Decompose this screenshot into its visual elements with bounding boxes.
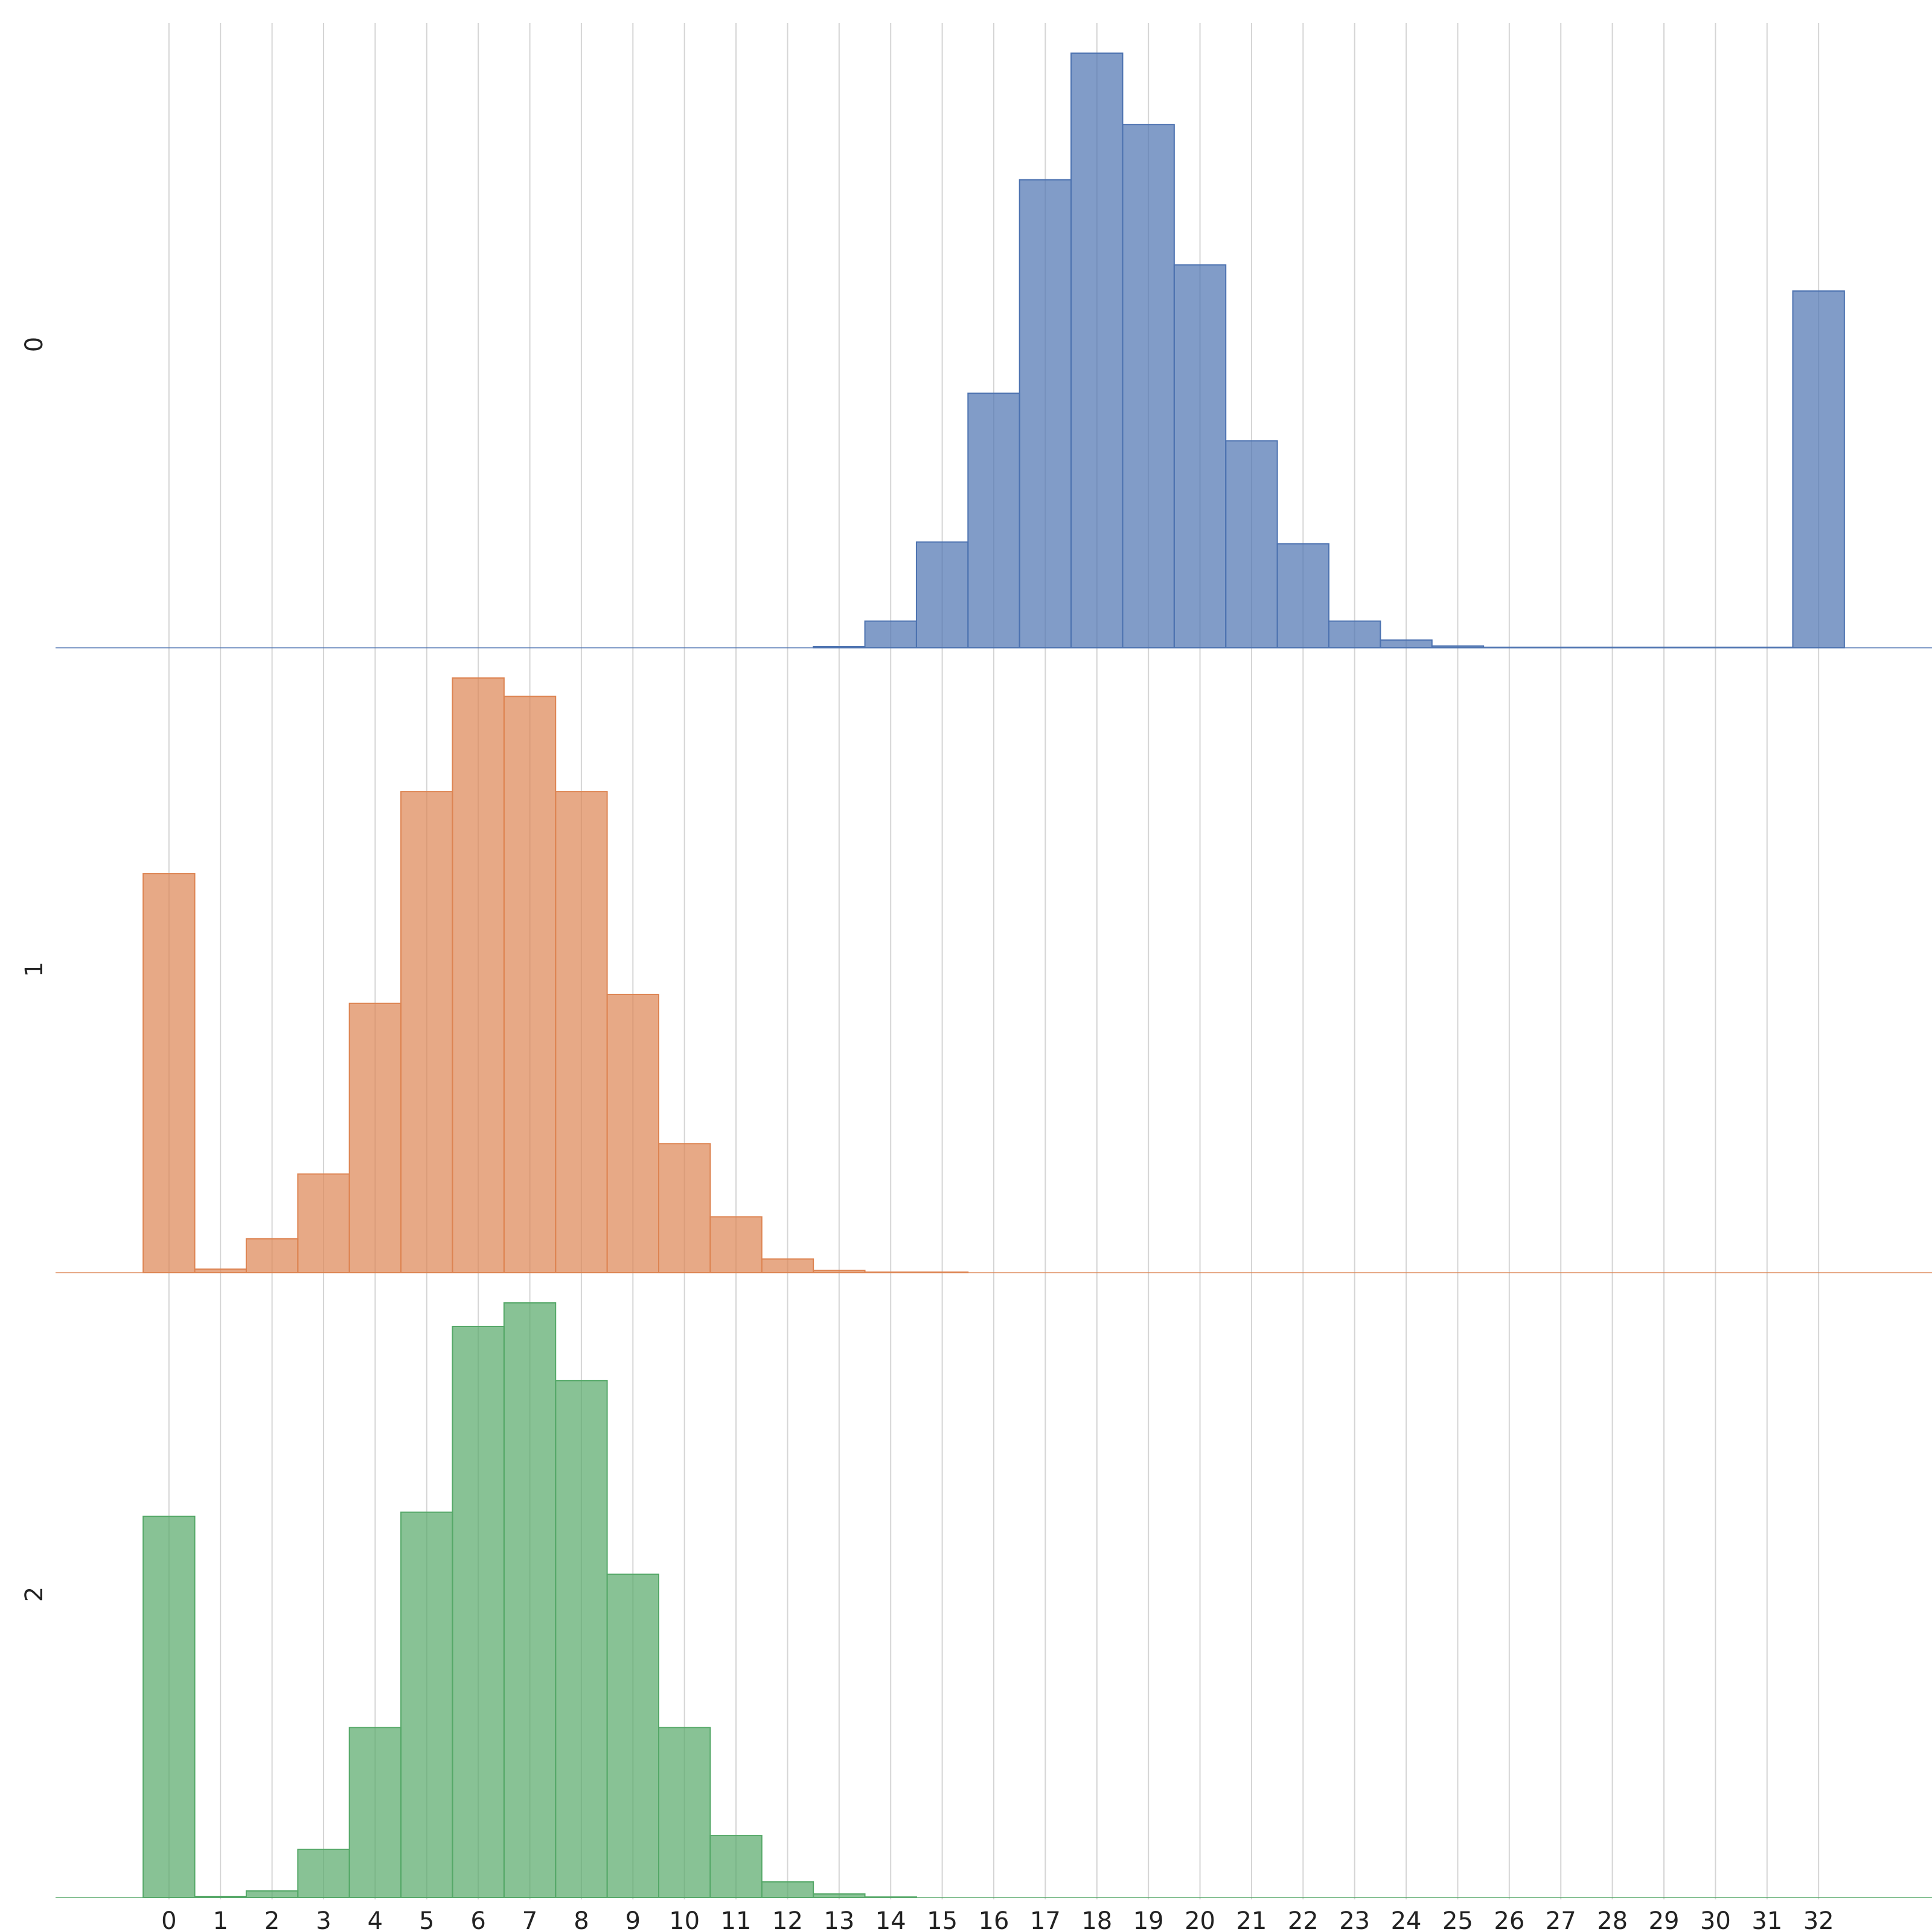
bar-series-0-bin-23 — [1328, 620, 1381, 648]
histogram-row-1: 1 — [21, 677, 1932, 1274]
x-tick-label-11: 11 — [721, 1907, 752, 1932]
bar-series-2-bin-8 — [555, 1380, 608, 1899]
bar-series-0-bin-17 — [1019, 179, 1072, 648]
bar-series-1-bin-8 — [555, 791, 608, 1273]
x-tick-labels: 0 1 2 3 4 5 6 7 8 9 10 11 12 13 14 15 16 17 18 19 20 21 22 23 24… — [161, 1907, 1834, 1932]
bar-series-1-bin-2 — [245, 1238, 299, 1274]
bar-series-1-bin-1 — [194, 1268, 247, 1274]
bar-series-1-bin-11 — [709, 1216, 763, 1274]
bar-series-0-bin-29 — [1637, 647, 1690, 649]
bar-series-0-bin-13 — [813, 646, 866, 649]
bar-series-0-bin-14 — [864, 620, 917, 648]
bar-series-0-bin-31 — [1741, 647, 1794, 649]
x-tick-label-28: 28 — [1597, 1907, 1628, 1932]
bar-series-0-bin-32 — [1792, 290, 1845, 648]
x-tick-label-18: 18 — [1081, 1907, 1112, 1932]
bar-series-0-bin-20 — [1173, 264, 1227, 649]
bar-series-2-bin-9 — [606, 1573, 659, 1899]
bar-series-2-bin-2 — [245, 1890, 299, 1899]
bar-series-0-bin-27 — [1534, 647, 1587, 649]
bar-series-0-bin-26 — [1483, 647, 1536, 649]
x-tick-label-12: 12 — [772, 1907, 803, 1932]
bar-series-0-bin-25 — [1431, 645, 1485, 649]
bar-series-0-bin-16 — [967, 392, 1020, 648]
x-tick-label-26: 26 — [1494, 1907, 1524, 1932]
x-tick-label-3: 3 — [316, 1907, 331, 1932]
bar-series-2-bin-6 — [452, 1325, 505, 1898]
x-tick-label-23: 23 — [1339, 1907, 1370, 1932]
bar-series-0-bin-18 — [1070, 53, 1124, 648]
bar-series-1-bin-3 — [297, 1173, 350, 1273]
row-label-1: 1 — [21, 962, 48, 977]
x-tick-label-10: 10 — [669, 1907, 700, 1932]
x-tick-label-24: 24 — [1391, 1907, 1422, 1932]
x-tick-label-29: 29 — [1649, 1907, 1680, 1932]
x-tick-label-16: 16 — [979, 1907, 1009, 1932]
x-tick-label-4: 4 — [368, 1907, 383, 1932]
x-tick-label-2: 2 — [264, 1907, 280, 1932]
bar-series-1-bin-6 — [452, 677, 505, 1273]
x-tick-label-32: 32 — [1803, 1907, 1834, 1932]
bar-series-1-bin-9 — [606, 994, 659, 1274]
bar-series-2-bin-1 — [194, 1896, 247, 1898]
x-tick-label-13: 13 — [824, 1907, 854, 1932]
bar-series-1-bin-0 — [142, 873, 196, 1273]
bar-series-2-bin-5 — [400, 1511, 453, 1898]
x-tick-label-31: 31 — [1751, 1907, 1782, 1932]
histogram-row-2: 2 — [21, 1302, 1932, 1899]
bar-series-0-bin-28 — [1585, 647, 1639, 649]
bar-series-2-bin-3 — [297, 1849, 350, 1899]
x-tick-label-5: 5 — [419, 1907, 434, 1932]
bar-series-1-bin-13 — [813, 1270, 866, 1274]
bar-series-1-bin-7 — [503, 696, 557, 1273]
histogram-row-0: 0 — [21, 53, 1932, 649]
x-tick-label-21: 21 — [1236, 1907, 1267, 1932]
x-tick-label-27: 27 — [1546, 1907, 1576, 1932]
bar-series-1-bin-15 — [915, 1271, 969, 1273]
bar-series-1-bin-14 — [864, 1271, 917, 1273]
x-tick-label-7: 7 — [522, 1907, 537, 1932]
x-tick-label-1: 1 — [213, 1907, 228, 1932]
x-tick-label-19: 19 — [1133, 1907, 1164, 1932]
x-tick-label-14: 14 — [875, 1907, 906, 1932]
bar-series-0-bin-15 — [915, 541, 969, 648]
bar-series-2-bin-11 — [709, 1835, 763, 1899]
row-label-2: 2 — [21, 1587, 48, 1602]
bar-series-1-bin-5 — [400, 791, 453, 1273]
bar-series-1-bin-12 — [761, 1258, 814, 1274]
bar-series-0-bin-21 — [1225, 440, 1278, 648]
histogram-rows: 0 1 2 — [21, 53, 1932, 1899]
bar-series-2-bin-4 — [348, 1727, 402, 1899]
x-tick-label-8: 8 — [574, 1907, 589, 1932]
bar-series-0-bin-19 — [1122, 124, 1175, 648]
x-tick-label-22: 22 — [1288, 1907, 1319, 1932]
bar-series-0-bin-30 — [1689, 647, 1742, 649]
x-tick-label-20: 20 — [1185, 1907, 1215, 1932]
bar-series-2-bin-0 — [142, 1515, 196, 1898]
row-label-0: 0 — [21, 337, 48, 352]
x-tick-label-17: 17 — [1030, 1907, 1061, 1932]
x-tick-label-0: 0 — [161, 1907, 176, 1932]
x-tick-label-6: 6 — [470, 1907, 485, 1932]
x-tick-label-9: 9 — [625, 1907, 641, 1932]
x-gridlines — [168, 23, 1820, 1899]
bar-series-2-bin-13 — [813, 1893, 866, 1899]
bar-series-2-bin-14 — [864, 1896, 917, 1898]
x-tick-label-15: 15 — [927, 1907, 958, 1932]
bar-series-2-bin-12 — [761, 1881, 814, 1899]
bar-series-1-bin-4 — [348, 1002, 402, 1274]
bar-series-2-bin-10 — [658, 1727, 711, 1899]
bar-series-0-bin-22 — [1276, 543, 1330, 649]
x-tick-label-30: 30 — [1700, 1907, 1731, 1932]
bar-series-1-bin-10 — [658, 1143, 711, 1274]
x-tick-label-25: 25 — [1442, 1907, 1473, 1932]
bar-series-2-bin-7 — [503, 1302, 557, 1898]
bar-series-0-bin-24 — [1380, 639, 1433, 648]
